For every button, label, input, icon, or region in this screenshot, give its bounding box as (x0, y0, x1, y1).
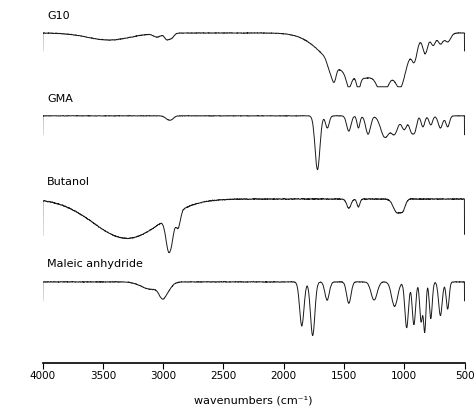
Text: wavenumbers (cm⁻¹): wavenumbers (cm⁻¹) (194, 396, 313, 406)
Text: GMA: GMA (47, 93, 73, 104)
Text: G10: G10 (47, 11, 70, 21)
Text: Butanol: Butanol (47, 177, 90, 186)
Text: Maleic anhydride: Maleic anhydride (47, 259, 143, 269)
